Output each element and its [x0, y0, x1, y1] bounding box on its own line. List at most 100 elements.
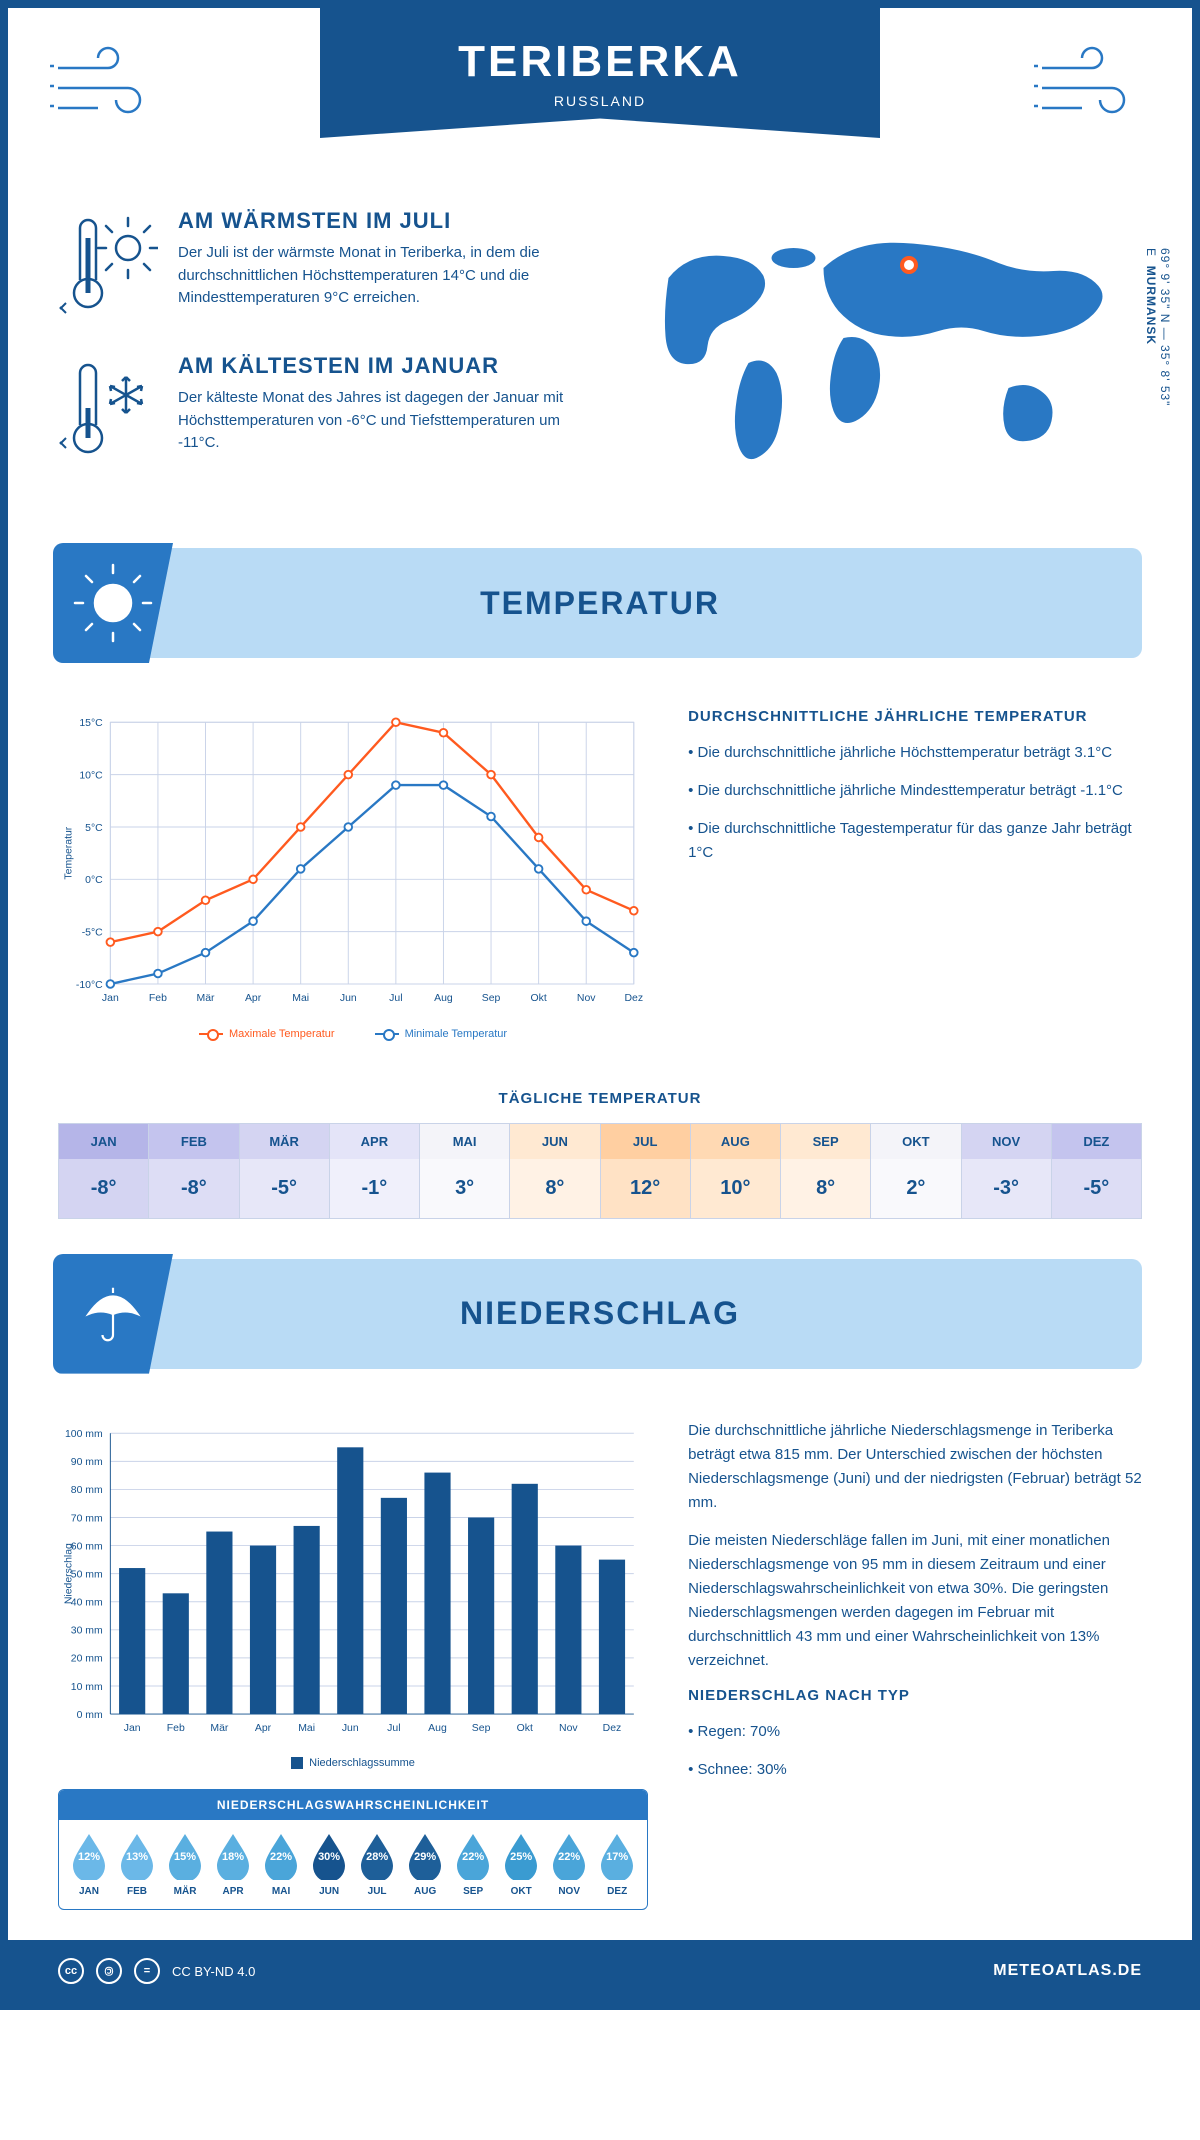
- svg-text:60 mm: 60 mm: [71, 1541, 103, 1552]
- world-map: [615, 208, 1142, 488]
- license-text: CC BY-ND 4.0: [172, 1964, 255, 1979]
- svg-text:-10°C: -10°C: [76, 980, 103, 991]
- prob-cell: 12% JAN: [65, 1832, 113, 1897]
- prob-cell: 22% MAI: [257, 1832, 305, 1897]
- sun-icon: [53, 543, 173, 663]
- overview-row: AM WÄRMSTEN IM JULI Der Juli ist der wär…: [8, 188, 1192, 528]
- thermometer-sun-icon: [58, 208, 158, 323]
- svg-text:10 mm: 10 mm: [71, 1681, 103, 1692]
- precip-type-2: • Schnee: 30%: [688, 1758, 1142, 1782]
- precip-text-p2: Die meisten Niederschläge fallen im Juni…: [688, 1529, 1142, 1673]
- prob-cell: 15% MÄR: [161, 1832, 209, 1897]
- temp-text-title: DURCHSCHNITTLICHE JÄHRLICHE TEMPERATUR: [688, 708, 1142, 725]
- site-name: METEOATLAS.DE: [993, 1962, 1142, 1980]
- city-name: TERIBERKA: [458, 37, 742, 87]
- svg-text:Jul: Jul: [387, 1723, 400, 1734]
- temp-cell: OKT 2°: [871, 1124, 961, 1218]
- prob-cell: 13% FEB: [113, 1832, 161, 1897]
- umbrella-icon: [53, 1254, 173, 1374]
- svg-text:Feb: Feb: [167, 1723, 185, 1734]
- svg-text:90 mm: 90 mm: [71, 1457, 103, 1468]
- svg-text:10°C: 10°C: [79, 770, 103, 781]
- temp-text-p2: • Die durchschnittliche jährliche Mindes…: [688, 779, 1142, 803]
- cc-icon: cc: [58, 1958, 84, 1984]
- temp-text-p1: • Die durchschnittliche jährliche Höchst…: [688, 741, 1142, 765]
- section-header-precip: NIEDERSCHLAG: [58, 1259, 1142, 1369]
- temp-cell: NOV -3°: [962, 1124, 1052, 1218]
- svg-text:Feb: Feb: [149, 993, 167, 1004]
- precip-text-p1: Die durchschnittliche jährliche Niedersc…: [688, 1419, 1142, 1515]
- thermometer-snow-icon: [58, 353, 158, 468]
- temp-cell: MÄR -5°: [240, 1124, 330, 1218]
- svg-text:Jun: Jun: [340, 993, 357, 1004]
- svg-text:100 mm: 100 mm: [65, 1429, 103, 1440]
- svg-text:Jun: Jun: [342, 1723, 359, 1734]
- temp-cell: JAN -8°: [59, 1124, 149, 1218]
- svg-text:Temperatur: Temperatur: [63, 826, 74, 879]
- by-icon: 🄯: [96, 1958, 122, 1984]
- prob-cell: 28% JUL: [353, 1832, 401, 1897]
- svg-text:5°C: 5°C: [85, 823, 103, 834]
- svg-text:40 mm: 40 mm: [71, 1597, 103, 1608]
- precip-probability-panel: NIEDERSCHLAGSWAHRSCHEINLICHKEIT 12% JAN …: [58, 1789, 648, 1910]
- svg-text:Aug: Aug: [434, 993, 453, 1004]
- svg-text:Nov: Nov: [559, 1723, 578, 1734]
- temperature-line-chart: -10°C-5°C0°C5°C10°C15°CJanFebMärAprMaiJu…: [58, 708, 648, 1013]
- svg-text:70 mm: 70 mm: [71, 1513, 103, 1524]
- precipitation-bar-chart: 0 mm10 mm20 mm30 mm40 mm50 mm60 mm70 mm8…: [58, 1419, 648, 1743]
- daily-temp-table: JAN -8° FEB -8° MÄR -5° APR -1° MAI 3° J…: [58, 1123, 1142, 1219]
- temp-cell: DEZ -5°: [1052, 1124, 1141, 1218]
- svg-text:Dez: Dez: [625, 993, 644, 1004]
- svg-text:Nov: Nov: [577, 993, 596, 1004]
- coldest-text: Der kälteste Monat des Jahres ist dagege…: [178, 387, 585, 455]
- precip-type-1: • Regen: 70%: [688, 1720, 1142, 1744]
- temp-cell: JUL 12°: [601, 1124, 691, 1218]
- svg-text:Niederschlag: Niederschlag: [63, 1543, 74, 1604]
- location-marker: [900, 256, 918, 274]
- svg-text:-5°C: -5°C: [82, 927, 103, 938]
- prob-cell: 25% OKT: [497, 1832, 545, 1897]
- prob-title: NIEDERSCHLAGSWAHRSCHEINLICHKEIT: [59, 1790, 647, 1820]
- precip-chart-legend: Niederschlagssumme: [58, 1757, 648, 1769]
- temp-section-title: TEMPERATUR: [480, 585, 720, 622]
- title-banner: TERIBERKA RUSSLAND: [320, 8, 880, 138]
- temp-text-p3: • Die durchschnittliche Tagestemperatur …: [688, 817, 1142, 865]
- warmest-text: Der Juli ist der wärmste Monat in Teribe…: [178, 242, 585, 310]
- svg-text:50 mm: 50 mm: [71, 1569, 103, 1580]
- header-banner: TERIBERKA RUSSLAND: [8, 8, 1192, 188]
- svg-text:Okt: Okt: [530, 993, 546, 1004]
- prob-cell: 30% JUN: [305, 1832, 353, 1897]
- precip-type-title: NIEDERSCHLAG NACH TYP: [688, 1687, 1142, 1704]
- warmest-title: AM WÄRMSTEN IM JULI: [178, 208, 585, 234]
- prob-cell: 22% SEP: [449, 1832, 497, 1897]
- svg-text:Mai: Mai: [298, 1723, 315, 1734]
- svg-text:Mai: Mai: [292, 993, 309, 1004]
- svg-text:Dez: Dez: [603, 1723, 622, 1734]
- warmest-fact: AM WÄRMSTEN IM JULI Der Juli ist der wär…: [58, 208, 585, 323]
- daily-temp-title: TÄGLICHE TEMPERATUR: [8, 1090, 1192, 1107]
- temp-cell: APR -1°: [330, 1124, 420, 1218]
- svg-text:Okt: Okt: [517, 1723, 533, 1734]
- svg-text:Sep: Sep: [482, 993, 501, 1004]
- precip-section-title: NIEDERSCHLAG: [460, 1295, 740, 1332]
- wind-icon-right: [1032, 38, 1152, 128]
- svg-text:Jan: Jan: [124, 1723, 141, 1734]
- svg-text:Apr: Apr: [245, 993, 262, 1004]
- prob-cell: 18% APR: [209, 1832, 257, 1897]
- svg-text:15°C: 15°C: [79, 718, 103, 729]
- svg-text:Jan: Jan: [102, 993, 119, 1004]
- svg-text:Apr: Apr: [255, 1723, 272, 1734]
- svg-text:0 mm: 0 mm: [77, 1709, 103, 1720]
- temp-cell: FEB -8°: [149, 1124, 239, 1218]
- svg-text:20 mm: 20 mm: [71, 1653, 103, 1664]
- temp-cell: JUN 8°: [510, 1124, 600, 1218]
- svg-text:Mär: Mär: [197, 993, 216, 1004]
- temp-cell: MAI 3°: [420, 1124, 510, 1218]
- country-name: RUSSLAND: [554, 93, 646, 109]
- svg-text:30 mm: 30 mm: [71, 1625, 103, 1636]
- temp-cell: AUG 10°: [691, 1124, 781, 1218]
- footer: cc 🄯 = CC BY-ND 4.0 METEOATLAS.DE: [8, 1940, 1192, 2002]
- svg-text:Aug: Aug: [428, 1723, 447, 1734]
- svg-text:Jul: Jul: [389, 993, 402, 1004]
- temp-chart-legend: Maximale Temperatur Minimale Temperatur: [58, 1028, 648, 1040]
